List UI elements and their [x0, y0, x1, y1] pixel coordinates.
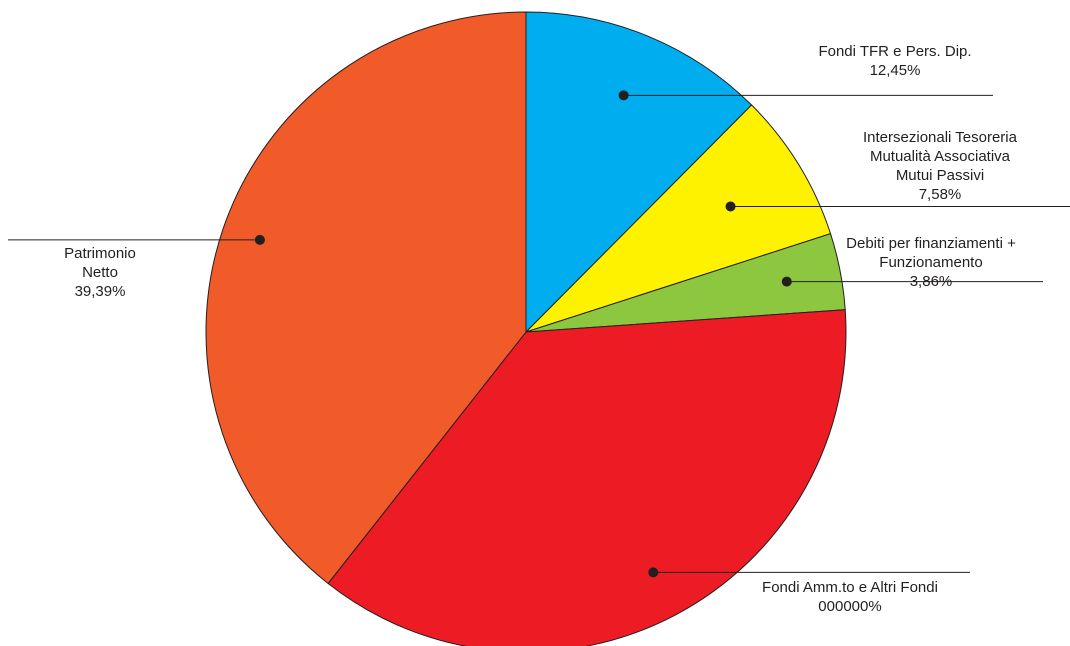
- label-intersezionali: Intersezionali Tesoreria Mutualità Assoc…: [830, 128, 1050, 204]
- value-label: 000000%: [818, 598, 882, 615]
- pie-slice-fondi_amm: [327, 309, 847, 646]
- value-label: 7,58%: [918, 186, 962, 203]
- leader-dot-fondi_tfr: [618, 90, 629, 101]
- label-line: Debiti per finanziamenti +: [846, 235, 1016, 252]
- label-line: Intersezionali Tesoreria: [863, 129, 1017, 146]
- leader-dot-fondi_amm: [648, 567, 659, 578]
- pie-slice-intersezionali: [525, 104, 832, 333]
- value-label: 39,39%: [74, 283, 126, 300]
- leader-dot-intersezionali: [725, 201, 736, 212]
- value-label: 3,86%: [909, 273, 953, 290]
- leader-dot-debiti: [781, 276, 792, 287]
- label-line: Fondi TFR e Pers. Dip.: [818, 43, 972, 60]
- label-patrimonio: Patrimonio Netto 39,39%: [40, 244, 160, 301]
- label-line: Fondi Amm.to e Altri Fondi: [762, 579, 938, 596]
- label-line: Mutui Passivi: [895, 167, 985, 184]
- label-line: Patrimonio: [64, 245, 136, 262]
- label-line: Mutualità Associativa: [869, 148, 1011, 165]
- pie-slice-patrimonio: [205, 11, 527, 585]
- value-label: 12,45%: [869, 62, 921, 79]
- label-fondi-tfr: Fondi TFR e Pers. Dip. 12,45%: [790, 42, 1000, 80]
- label-fondi-amm: Fondi Amm.to e Altri Fondi 000000%: [730, 578, 970, 616]
- label-line: Netto: [82, 264, 118, 281]
- pie-slice-fondi_tfr: [525, 11, 753, 334]
- label-line: Funzionamento: [879, 254, 983, 271]
- label-debiti: Debiti per finanziamenti + Funzionamento…: [826, 234, 1036, 291]
- leader-dot-patrimonio: [254, 234, 265, 245]
